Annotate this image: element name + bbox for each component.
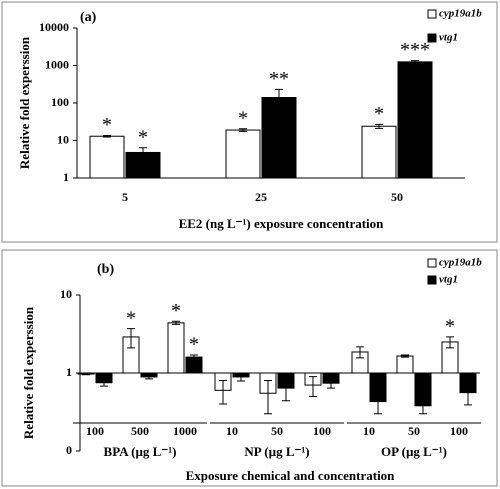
legend-swatch xyxy=(427,258,437,268)
significance-label: * xyxy=(445,316,455,338)
y-tick-label: 10000 xyxy=(39,20,69,34)
x-tick-label: 100 xyxy=(313,424,331,438)
x-tick-label: 50 xyxy=(391,190,403,204)
error-bar xyxy=(103,134,111,138)
error-bar xyxy=(356,346,364,359)
x-tick-label: 1000 xyxy=(173,424,197,438)
significance-label: * xyxy=(189,334,199,356)
y-tick-label: 1 xyxy=(63,170,69,184)
legend-label: cyp19a1b xyxy=(439,8,482,20)
x-tick-label: 50 xyxy=(271,424,283,438)
error-bar xyxy=(264,380,272,415)
significance-label: * xyxy=(238,107,248,129)
error-bar xyxy=(100,379,108,387)
bar xyxy=(125,151,161,179)
bar xyxy=(397,61,433,179)
error-bar xyxy=(446,336,454,349)
error-bar xyxy=(375,123,383,129)
legend-swatch xyxy=(427,275,437,285)
legend-label: vtg1 xyxy=(439,274,458,286)
error-bar xyxy=(419,398,427,415)
error-bar xyxy=(145,374,153,380)
error-bar xyxy=(127,328,135,349)
error-bar xyxy=(190,354,198,360)
panel-title: (b) xyxy=(97,262,114,277)
x-tick-label: 10 xyxy=(226,424,238,438)
error-bar xyxy=(401,354,409,358)
significance-label: * xyxy=(102,114,112,136)
significance-label: * xyxy=(126,307,136,329)
x-tick-label: 5 xyxy=(122,190,128,204)
y-tick-label: 0 xyxy=(66,443,72,457)
y-tick-label: 1000 xyxy=(45,57,69,71)
group-label: BPA (µg L⁻¹) xyxy=(104,444,177,459)
y-axis-label: Relative fold experssion xyxy=(17,36,32,169)
bar xyxy=(167,322,185,374)
error-bar xyxy=(82,372,90,376)
error-bar xyxy=(374,392,382,415)
error-bar xyxy=(172,320,180,325)
x-tick-label: 50 xyxy=(408,424,420,438)
y-tick-label: 1 xyxy=(66,365,72,379)
legend-label: vtg1 xyxy=(439,32,458,44)
legend-label: cyp19a1b xyxy=(439,257,482,269)
group-label: NP (µg L⁻¹) xyxy=(244,444,309,459)
x-tick-label: 500 xyxy=(131,424,149,438)
legend-swatch xyxy=(427,33,437,43)
significance-label: * xyxy=(138,126,148,148)
error-bar xyxy=(139,147,147,160)
error-bar xyxy=(219,380,227,405)
x-tick-label: 100 xyxy=(450,424,468,438)
panel-frame xyxy=(1,249,498,487)
error-bar xyxy=(464,383,472,406)
y-tick-label: 100 xyxy=(51,95,69,109)
significance-label: * xyxy=(171,300,181,322)
x-tick-label: 10 xyxy=(363,424,375,438)
bar xyxy=(396,355,414,374)
error-bar xyxy=(282,378,290,402)
x-tick-label: 25 xyxy=(255,190,267,204)
bar xyxy=(361,125,397,179)
bar xyxy=(225,129,261,179)
significance-label: *** xyxy=(400,39,430,61)
error-bar xyxy=(239,128,247,132)
x-axis-label: Exposure chemical and concentration xyxy=(186,468,396,483)
error-bar xyxy=(237,372,245,382)
y-tick-label: 10 xyxy=(57,132,69,146)
bar xyxy=(89,135,125,179)
panel-frame xyxy=(1,1,498,243)
legend-swatch xyxy=(427,9,437,19)
y-axis-label: Relative fold experssion xyxy=(21,306,36,439)
panel-title: (a) xyxy=(80,10,97,25)
error-bar xyxy=(411,60,419,64)
error-bar xyxy=(309,376,317,397)
x-axis-label: EE2 (ng L⁻¹) exposure concentration xyxy=(179,216,385,231)
error-bar xyxy=(275,88,283,115)
significance-label: ** xyxy=(269,68,289,90)
x-tick-label: 100 xyxy=(86,424,104,438)
group-label: OP (µg L⁻¹) xyxy=(381,444,447,459)
y-tick-label: 10 xyxy=(60,287,72,301)
significance-label: * xyxy=(374,103,384,125)
error-bar xyxy=(327,378,335,389)
